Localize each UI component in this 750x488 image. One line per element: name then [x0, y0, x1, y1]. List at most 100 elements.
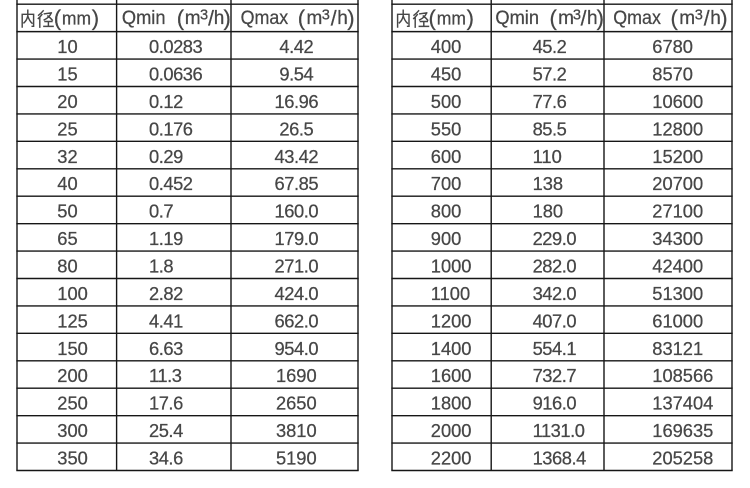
svg-text:450: 450 [431, 63, 462, 84]
svg-text:(: ( [550, 5, 558, 30]
svg-text:15: 15 [57, 63, 77, 84]
svg-text:(: ( [298, 5, 306, 30]
svg-text:342.0: 342.0 [533, 283, 577, 304]
svg-text:5190: 5190 [276, 447, 317, 468]
svg-text:137404: 137404 [652, 393, 713, 414]
svg-text:(: ( [429, 5, 437, 30]
svg-text:554.1: 554.1 [533, 338, 577, 359]
svg-text:2000: 2000 [431, 420, 472, 441]
svg-text:15200: 15200 [652, 146, 703, 167]
svg-text:3810: 3810 [276, 420, 317, 441]
svg-text:6.63: 6.63 [149, 338, 183, 359]
svg-text:m: m [307, 8, 323, 29]
svg-text:51300: 51300 [652, 283, 703, 304]
svg-text:179.0: 179.0 [275, 228, 319, 249]
svg-text:(: ( [671, 5, 679, 30]
svg-text:(: ( [177, 5, 185, 30]
svg-text:40: 40 [57, 173, 77, 194]
svg-text:/: / [208, 7, 214, 30]
svg-text:/: / [704, 7, 710, 30]
svg-text:662.0: 662.0 [275, 310, 319, 331]
svg-text:3: 3 [322, 8, 330, 24]
svg-text:180: 180 [533, 201, 564, 222]
svg-text:/: / [581, 7, 587, 30]
svg-text:400: 400 [431, 36, 462, 57]
svg-text:205258: 205258 [652, 447, 713, 468]
svg-text:169635: 169635 [652, 420, 713, 441]
svg-text:3: 3 [695, 8, 703, 24]
svg-text:9.54: 9.54 [279, 63, 313, 84]
svg-text:2.82: 2.82 [149, 283, 183, 304]
svg-text:954.0: 954.0 [275, 338, 319, 359]
svg-text:11.3: 11.3 [149, 365, 182, 386]
svg-text:45.2: 45.2 [533, 36, 567, 57]
svg-text:1000: 1000 [431, 255, 472, 276]
svg-text:6780: 6780 [652, 36, 693, 57]
svg-text:1368.4: 1368.4 [533, 447, 586, 468]
svg-text:34.6: 34.6 [149, 447, 183, 468]
svg-text:350: 350 [57, 447, 88, 468]
svg-text:m: m [185, 8, 201, 29]
svg-text:32: 32 [57, 146, 77, 167]
svg-text:0.176: 0.176 [149, 118, 193, 139]
svg-text:8570: 8570 [652, 63, 693, 84]
svg-text:80: 80 [57, 255, 77, 276]
svg-text:77.6: 77.6 [533, 91, 567, 112]
svg-text:20700: 20700 [652, 173, 703, 194]
svg-text:4.42: 4.42 [279, 36, 313, 57]
svg-text:0.0636: 0.0636 [149, 63, 202, 84]
svg-text:2200: 2200 [431, 447, 472, 468]
svg-text:160.0: 160.0 [275, 201, 319, 222]
svg-text:m: m [679, 8, 695, 29]
svg-text:25: 25 [57, 118, 77, 139]
svg-text:0.0283: 0.0283 [149, 36, 202, 57]
svg-text:10600: 10600 [652, 91, 703, 112]
svg-text:mm: mm [62, 9, 91, 29]
svg-text:1600: 1600 [431, 365, 472, 386]
svg-text:Qmin: Qmin [495, 8, 539, 29]
svg-text:732.7: 732.7 [533, 365, 577, 386]
svg-text:550: 550 [431, 118, 462, 139]
svg-text:2650: 2650 [276, 393, 317, 414]
svg-text:1690: 1690 [276, 365, 317, 386]
svg-text:/: / [331, 7, 337, 30]
svg-text:1200: 1200 [431, 310, 472, 331]
svg-text:150: 150 [57, 338, 88, 359]
svg-text:900: 900 [431, 228, 462, 249]
svg-text:0.29: 0.29 [149, 146, 183, 167]
svg-text:26.5: 26.5 [279, 118, 313, 139]
svg-text:Qmax: Qmax [241, 8, 289, 29]
svg-text:200: 200 [57, 365, 88, 386]
svg-text:0.7: 0.7 [149, 201, 173, 222]
svg-text:h: h [337, 8, 348, 29]
svg-text:mm: mm [437, 9, 466, 29]
svg-text:): ) [347, 5, 354, 30]
svg-text:(: ( [54, 5, 62, 30]
svg-text:Qmin: Qmin [122, 8, 166, 29]
svg-text:Qmax: Qmax [613, 8, 661, 29]
svg-text:0.452: 0.452 [149, 173, 193, 194]
svg-text:85.5: 85.5 [533, 118, 567, 139]
svg-text:138: 138 [533, 173, 564, 194]
svg-text:271.0: 271.0 [275, 255, 319, 276]
svg-text:): ) [597, 5, 604, 30]
svg-text:1.19: 1.19 [149, 228, 183, 249]
svg-text:407.0: 407.0 [533, 310, 577, 331]
svg-text:0.12: 0.12 [149, 91, 183, 112]
svg-text:): ) [720, 5, 727, 30]
svg-text:): ) [467, 5, 474, 30]
svg-text:108566: 108566 [652, 365, 713, 386]
svg-text:3: 3 [200, 8, 208, 24]
svg-text:): ) [92, 5, 99, 30]
svg-text:25.4: 25.4 [149, 420, 183, 441]
svg-text:34300: 34300 [652, 228, 703, 249]
svg-text:67.85: 67.85 [275, 173, 319, 194]
svg-text:43.42: 43.42 [275, 146, 319, 167]
svg-text:1400: 1400 [431, 338, 472, 359]
svg-text:83121: 83121 [652, 338, 703, 359]
svg-text:110: 110 [533, 146, 562, 167]
svg-text:57.2: 57.2 [533, 63, 567, 84]
svg-text:1.8: 1.8 [149, 255, 173, 276]
svg-text:27100: 27100 [652, 201, 703, 222]
svg-text:300: 300 [57, 420, 88, 441]
